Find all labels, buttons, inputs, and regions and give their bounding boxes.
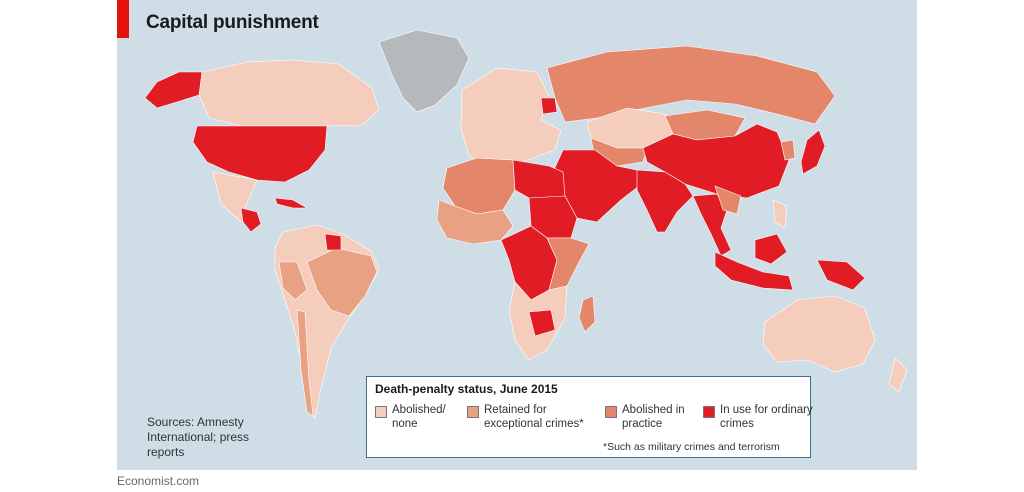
legend-footnote: *Such as military crimes and terrorism [603, 441, 780, 453]
legend-swatch [703, 406, 715, 418]
region-papua[interactable] [816, 259, 866, 291]
region-cuba[interactable] [274, 197, 309, 209]
region-new-zealand[interactable] [888, 357, 908, 393]
footer-credit: Economist.com [117, 474, 200, 488]
region-australia[interactable] [762, 295, 876, 373]
region-east-africa[interactable] [546, 237, 590, 291]
region-russia[interactable] [546, 45, 836, 125]
region-indochina[interactable] [714, 185, 742, 215]
region-japan[interactable] [800, 129, 826, 175]
legend-swatch [375, 406, 387, 418]
region-guyana[interactable] [324, 233, 342, 251]
region-borneo[interactable] [754, 233, 788, 265]
region-philippines[interactable] [772, 199, 788, 229]
region-brazil[interactable] [306, 247, 378, 317]
legend-label: Abolished/ none [392, 404, 446, 430]
region-belarus[interactable] [540, 97, 558, 115]
legend-title: Death-penalty status, June 2015 [375, 382, 558, 396]
legend-label: Abolished in practice [622, 404, 685, 430]
region-indonesia[interactable] [714, 251, 794, 291]
region-chile[interactable] [296, 309, 314, 417]
region-west-africa[interactable] [436, 199, 514, 245]
legend-label: In use for ordinary crimes [720, 404, 813, 430]
world-map[interactable] [117, 0, 917, 470]
source-note: Sources: Amnesty International; press re… [147, 415, 250, 459]
region-korea[interactable] [780, 139, 796, 161]
region-zimbabwe[interactable] [528, 309, 556, 337]
region-canada[interactable] [198, 59, 380, 127]
brand-accent-tab [117, 0, 129, 38]
region-peru[interactable] [278, 261, 308, 301]
map-panel [117, 0, 917, 470]
region-india[interactable] [636, 169, 694, 233]
region-madagascar[interactable] [578, 295, 596, 333]
region-europe[interactable] [460, 67, 562, 169]
legend: Death-penalty status, June 2015 Abolishe… [366, 376, 813, 458]
region-alaska[interactable] [144, 71, 203, 109]
legend-swatch [605, 406, 617, 418]
region-guatemala[interactable] [240, 207, 262, 233]
legend-swatch [467, 406, 479, 418]
region-greenland[interactable] [378, 29, 470, 113]
legend-label: Retained for exceptional crimes* [484, 404, 584, 430]
region-usa[interactable] [192, 125, 328, 183]
map-title: Capital punishment [146, 12, 319, 33]
